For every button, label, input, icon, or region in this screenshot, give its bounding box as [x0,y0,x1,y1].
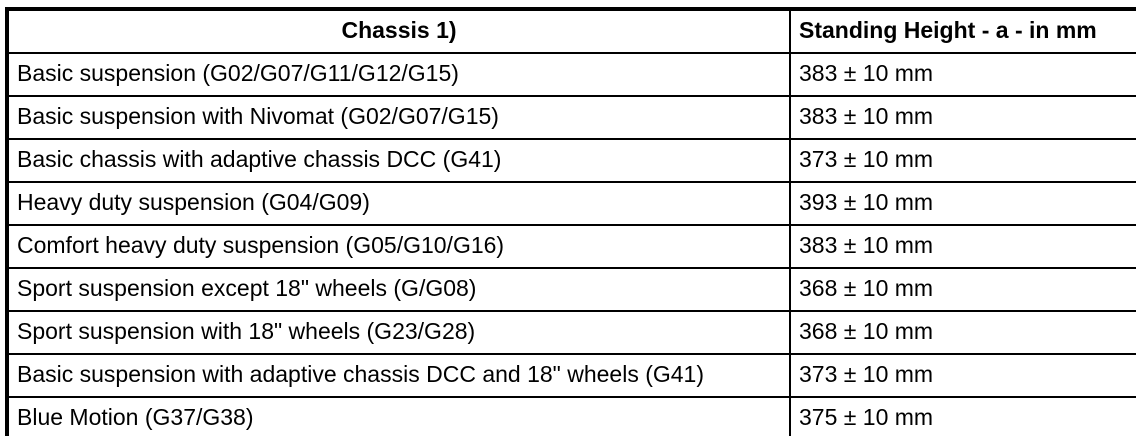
table-body: Basic suspension (G02/G07/G11/G12/G15) 3… [6,52,1136,436]
standing-height-cell: 368 ± 10 mm [789,267,1136,312]
standing-height-cell: 383 ± 10 mm [789,224,1136,269]
table-row: Heavy duty suspension (G04/G09) 393 ± 10… [6,181,1136,226]
chassis-cell: Basic suspension (G02/G07/G11/G12/G15) [6,52,791,97]
column-header-standing-height: Standing Height - a - in mm [789,8,1136,54]
standing-height-cell: 368 ± 10 mm [789,310,1136,355]
standing-height-cell: 373 ± 10 mm [789,138,1136,183]
table-header: Chassis 1) Standing Height - a - in mm [6,8,1136,54]
standing-height-cell: 375 ± 10 mm [789,396,1136,436]
header-row: Chassis 1) Standing Height - a - in mm [6,8,1136,54]
chassis-cell: Basic suspension with adaptive chassis D… [6,353,791,398]
chassis-cell: Basic suspension with Nivomat (G02/G07/G… [6,95,791,140]
table-row: Sport suspension with 18" wheels (G23/G2… [6,310,1136,355]
column-header-chassis: Chassis 1) [6,8,791,54]
table-row: Basic suspension with adaptive chassis D… [6,353,1136,398]
chassis-cell: Blue Motion (G37/G38) [6,396,791,436]
chassis-cell: Basic chassis with adaptive chassis DCC … [6,138,791,183]
chassis-cell: Heavy duty suspension (G04/G09) [6,181,791,226]
standing-height-cell: 393 ± 10 mm [789,181,1136,226]
standing-height-cell: 383 ± 10 mm [789,52,1136,97]
standing-height-cell: 383 ± 10 mm [789,95,1136,140]
chassis-cell: Sport suspension with 18" wheels (G23/G2… [6,310,791,355]
standing-height-cell: 373 ± 10 mm [789,353,1136,398]
table-row: Blue Motion (G37/G38) 375 ± 10 mm [6,396,1136,436]
table-row: Comfort heavy duty suspension (G05/G10/G… [6,224,1136,269]
table-row: Basic suspension with Nivomat (G02/G07/G… [6,95,1136,140]
chassis-cell: Sport suspension except 18" wheels (G/G0… [6,267,791,312]
table-row: Basic chassis with adaptive chassis DCC … [6,138,1136,183]
table-row: Basic suspension (G02/G07/G11/G12/G15) 3… [6,52,1136,97]
chassis-cell: Comfort heavy duty suspension (G05/G10/G… [6,224,791,269]
table-row: Sport suspension except 18" wheels (G/G0… [6,267,1136,312]
standing-height-table: Chassis 1) Standing Height - a - in mm B… [5,7,1136,436]
